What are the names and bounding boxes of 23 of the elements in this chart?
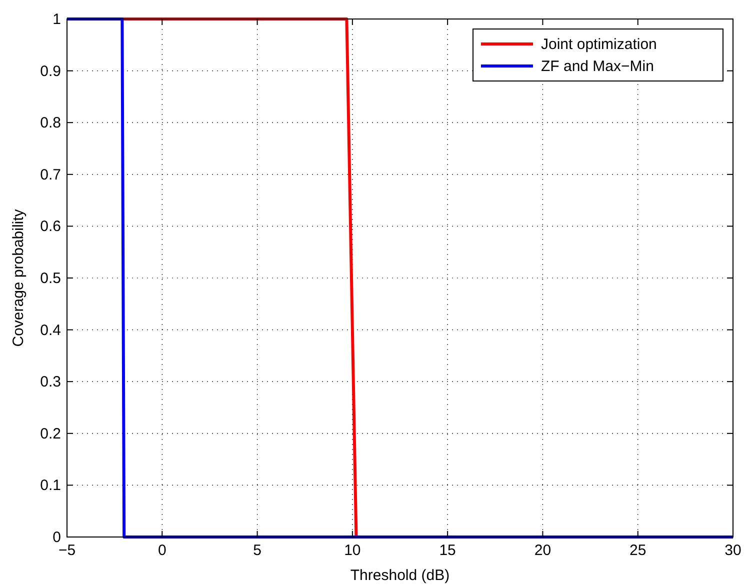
x-tick-label: 10 [344,542,361,559]
x-tick-label: 5 [253,542,262,559]
x-tick-label: 30 [724,542,742,559]
legend-label: Joint optimization [541,36,657,53]
y-axis-title: Coverage probability [10,208,27,347]
x-tick-label: 25 [630,542,646,559]
y-tick-label: 0.2 [40,425,61,442]
y-tick-label: 0.9 [40,62,61,80]
legend-label: ZF and Max−Min [541,58,654,75]
y-tick-label: 0 [52,529,61,546]
x-tick-label: 15 [439,542,456,559]
y-tick-label: 0.8 [40,114,61,132]
y-tick-label: 0.3 [40,374,61,391]
y-tick-label: 0.6 [40,218,61,236]
y-tick-label: 0.5 [40,270,61,287]
x-tick-label: 20 [534,542,552,559]
x-axis-title: Threshold (dB) [350,567,450,584]
x-tick-label: −5 [58,542,76,559]
x-tick-label: 0 [158,542,166,559]
y-tick-label: 0.4 [40,322,61,339]
y-tick-label: 0.7 [40,166,61,184]
y-tick-label: 0.1 [40,477,61,494]
y-tick-label: 1 [52,11,61,28]
